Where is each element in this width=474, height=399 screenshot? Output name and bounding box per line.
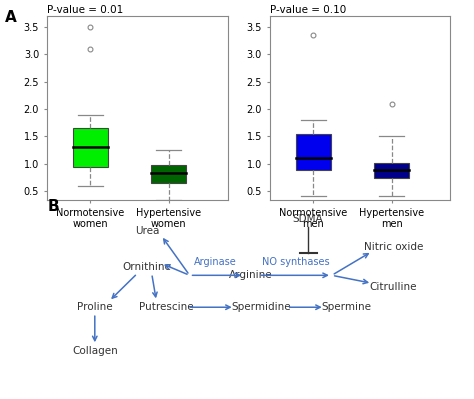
Text: Urea: Urea [135,226,159,237]
Text: Citrulline: Citrulline [370,282,417,292]
Text: Collagen: Collagen [72,346,118,356]
Text: SDMA: SDMA [293,214,323,225]
Bar [73,128,108,167]
Text: NO synthases: NO synthases [263,257,330,267]
Text: B: B [47,200,59,215]
Text: Arginase: Arginase [194,257,237,267]
Bar [151,165,186,183]
Text: Proline: Proline [77,302,113,312]
Text: Ornithine: Ornithine [122,262,172,273]
Text: Putrescine: Putrescine [138,302,193,312]
Text: Spermidine: Spermidine [231,302,291,312]
Bar [296,134,331,170]
Text: Spermine: Spermine [321,302,371,312]
Text: P-value = 0.01: P-value = 0.01 [47,5,124,15]
Text: Arginine: Arginine [229,270,273,280]
Text: Nitric oxide: Nitric oxide [364,242,423,253]
Text: A: A [5,10,17,25]
Bar [374,163,409,178]
Text: P-value = 0.10: P-value = 0.10 [270,5,346,15]
